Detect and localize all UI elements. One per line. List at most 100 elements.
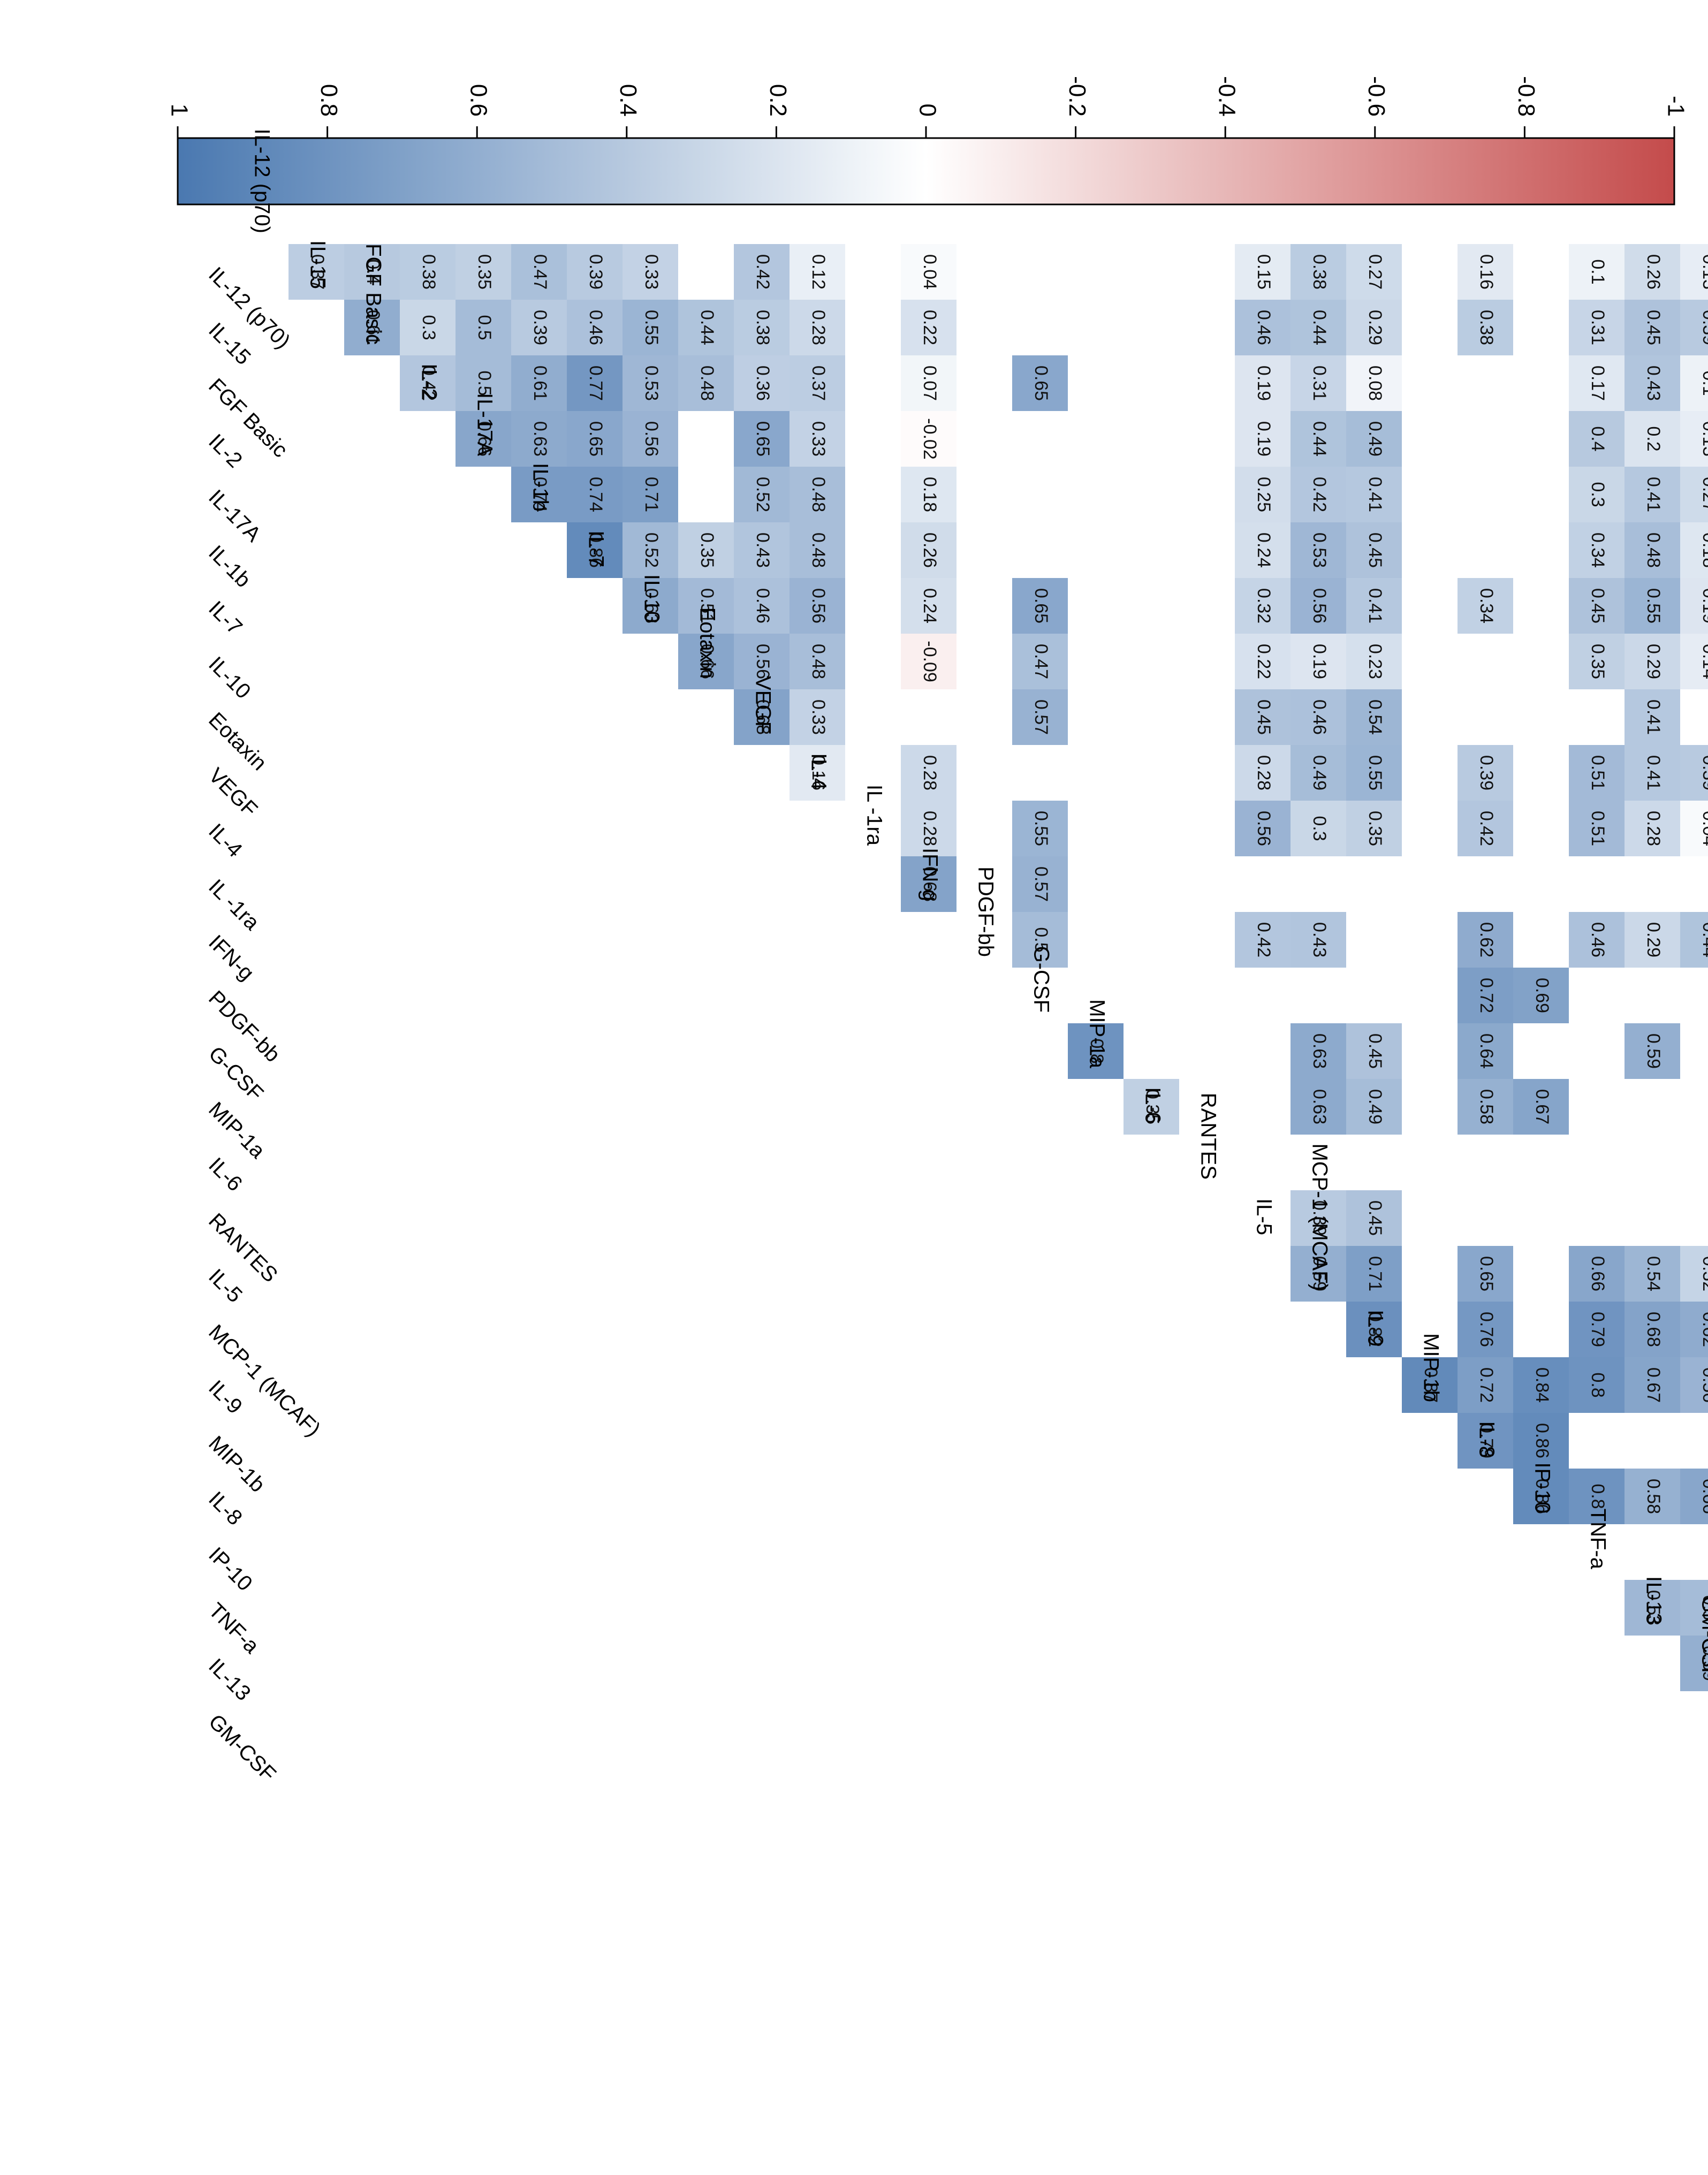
cell-value-label: 0.47 [530,254,550,290]
heatmap-cell [456,355,511,411]
heatmap-cell [1012,578,1068,634]
colorbar-tick-label: 0.2 [765,84,791,117]
row-label: IL -1ra [862,785,886,846]
cell-value-label: 0.3 [1309,816,1330,841]
heatmap-cell [1680,634,1708,689]
row-label: IL-8 [1475,1421,1498,1458]
heatmap-cell [567,522,623,578]
heatmap-cell [1569,467,1625,522]
cell-value-label: 0.14 [1699,644,1708,679]
heatmap-cell [734,467,790,522]
heatmap-cell [1346,1302,1402,1357]
cell-value-label: 0.19 [1254,421,1274,457]
heatmap-cell [901,522,957,578]
cell-value-label: 0.46 [586,310,606,345]
cell-value-label: 0.43 [753,533,773,568]
cell-value-label: 0.57 [1031,699,1051,735]
heatmap-cell [1625,1246,1680,1302]
heatmap-cell [901,856,957,912]
heatmap-cell [790,300,845,355]
heatmap-cell [1569,1302,1625,1357]
heatmap-cell [1625,689,1680,745]
cell-value-label: 0.35 [1142,1089,1163,1124]
cell-value-label: 0.38 [1476,310,1497,345]
heatmap-cell [1625,634,1680,689]
heatmap-cell [678,634,734,689]
cell-value-label: 0.48 [808,477,829,512]
cell-value-label: 0.28 [1254,755,1274,790]
heatmap-cell [1513,1357,1569,1413]
cell-value-label: -0.02 [920,418,940,460]
heatmap-cell [790,689,845,745]
cell-value-label: 0.56 [753,644,773,679]
cell-value-label: 0.07 [920,366,940,401]
heatmap-cell [456,411,511,467]
cell-value-label: 0.39 [586,254,606,290]
heatmap-cell [1291,1023,1346,1079]
heatmap-cell [1625,522,1680,578]
heatmap-cell [1569,578,1625,634]
heatmap-cell [1680,1357,1708,1413]
heatmap-cell [1569,801,1625,856]
cell-value-label: 0.26 [1643,254,1664,290]
column-label: TNF-a [204,1599,264,1659]
heatmap-cell [734,355,790,411]
heatmap-cell [1680,801,1708,856]
cell-value-label: 0.16 [1476,254,1497,290]
cell-value-label: 0.1 [1699,370,1708,396]
cell-value-label: 0.65 [1031,366,1051,401]
heatmap-cell [790,745,845,801]
cell-value-label: 0.5 [1031,927,1051,952]
cell-value-label: 0.65 [753,421,773,457]
heatmap-cell [901,467,957,522]
column-label: MIP-1a [204,1098,270,1163]
cell-value-label: 0.31 [1309,366,1330,401]
cell-value-label: 0.1 [1588,259,1608,284]
cell-value-label: 0.53 [1643,1590,1664,1625]
cell-value-label: 0.68 [753,699,773,735]
cell-value-label: 0.68 [920,866,940,902]
cell-value-label: 0.74 [586,477,606,512]
cell-value-label: 0.45 [1365,1033,1385,1069]
column-label: IL-15 [204,318,255,370]
row-label: IL-15 [306,240,329,289]
cell-value-label: 0.61 [363,310,383,345]
heatmap-cell [1012,634,1068,689]
row-label: IL-6 [1141,1087,1164,1124]
cell-value-label: 0.41 [1365,588,1385,623]
heatmap-cell [1291,355,1346,411]
cell-value-label: 0.56 [1254,811,1274,846]
cell-value-label: 0.12 [808,254,829,290]
cell-value-label: 0.56 [1309,588,1330,623]
cell-value-label: 0.23 [1365,644,1385,679]
cell-value-label: 0.04 [1699,811,1708,846]
heatmap-cell [901,300,957,355]
cell-value-label: 0.43 [1309,922,1330,957]
cell-value-label: 0.53 [641,366,662,401]
heatmap-cell [1346,244,1402,300]
cell-value-label: 0.28 [920,755,940,790]
cell-value-label: 0.46 [1588,922,1608,957]
colorbar-tick-label: 0.4 [615,84,641,117]
heatmap-cell [1625,1469,1680,1524]
cell-value-label: 0.39 [1699,755,1708,790]
cell-value-label: 0.57 [1031,866,1051,902]
cell-value-label: 0.49 [1365,421,1385,457]
cell-value-label: 0.39 [1309,1200,1330,1236]
heatmap-cell [901,355,957,411]
cell-value-label: 0.64 [1476,1033,1497,1069]
cell-value-label: 0.48 [808,644,829,679]
cell-value-label: 0.63 [1309,1089,1330,1124]
heatmap-cell [1569,634,1625,689]
column-label: IL-17A [204,485,265,547]
heatmap-cell [1402,1357,1458,1413]
cell-value-label: 0.42 [753,254,773,290]
row-label: MCP-1 (MCAF) [1308,1143,1331,1291]
heatmap-cell [1625,355,1680,411]
heatmap-cell [567,467,623,522]
cell-value-label: 0.37 [307,254,328,290]
cell-value-label: 0.44 [1309,310,1330,345]
heatmap-cell [1291,244,1346,300]
row-label: IL-10 [640,574,663,623]
